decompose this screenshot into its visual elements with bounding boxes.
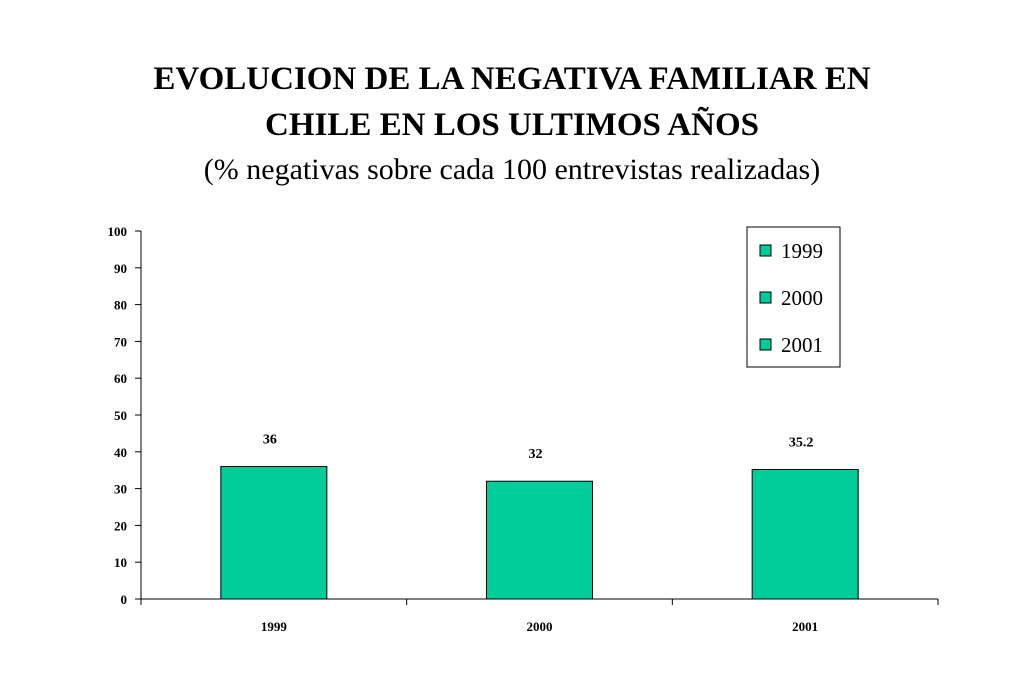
legend-label: 1999 bbox=[781, 239, 823, 263]
legend-swatch bbox=[759, 291, 772, 304]
y-tick-label: 30 bbox=[114, 482, 127, 497]
bar bbox=[486, 480, 593, 600]
x-tick-label: 2001 bbox=[792, 619, 818, 634]
y-tick-label: 50 bbox=[114, 408, 127, 423]
legend-label: 2000 bbox=[781, 286, 823, 310]
y-tick-label: 10 bbox=[114, 555, 127, 570]
legend-swatch bbox=[759, 338, 772, 351]
x-tick-label: 2000 bbox=[527, 619, 553, 634]
chart-title-block: EVOLUCION DE LA NEGATIVA FAMILIAR EN CHI… bbox=[0, 56, 1024, 192]
y-tick-label: 60 bbox=[114, 371, 127, 386]
chart-subtitle: (% negativas sobre cada 100 entrevistas … bbox=[203, 153, 821, 186]
data-label: 32 bbox=[529, 447, 543, 462]
x-tick-label: 1999 bbox=[261, 619, 288, 634]
chart-title-line-2: CHILE EN LOS ULTIMOS AÑOS bbox=[265, 107, 759, 143]
y-tick-label: 100 bbox=[108, 224, 128, 239]
y-tick-label: 20 bbox=[114, 518, 127, 533]
data-label: 36 bbox=[263, 433, 277, 448]
bar bbox=[751, 468, 859, 600]
bar bbox=[220, 466, 328, 600]
data-label: 35.2 bbox=[789, 435, 814, 450]
y-tick-label: 80 bbox=[114, 298, 127, 313]
legend-swatch bbox=[759, 244, 772, 257]
legend-label: 2001 bbox=[781, 333, 823, 357]
y-tick-label: 90 bbox=[114, 261, 127, 276]
y-tick-label: 0 bbox=[121, 592, 128, 607]
chart-title-line-1: EVOLUCION DE LA NEGATIVA FAMILIAR EN bbox=[153, 61, 871, 97]
y-tick-label: 70 bbox=[114, 334, 127, 349]
y-tick-label: 40 bbox=[114, 445, 127, 460]
